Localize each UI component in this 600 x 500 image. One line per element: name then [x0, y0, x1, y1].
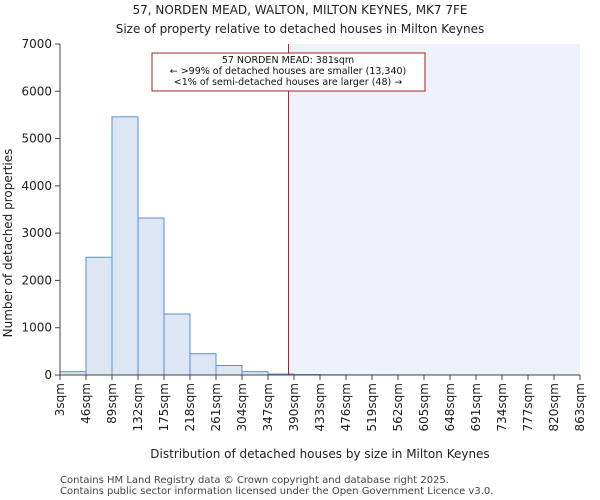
chart-title: 57, NORDEN MEAD, WALTON, MILTON KEYNES, … — [133, 3, 468, 17]
annotation-line-1: 57 NORDEN MEAD: 381sqm — [222, 55, 354, 66]
x-tick-label: 218sqm — [183, 383, 197, 431]
x-tick-label: 132sqm — [131, 383, 145, 431]
x-tick-label: 777sqm — [521, 383, 535, 431]
x-tick-label: 648sqm — [443, 383, 457, 431]
x-tick-label: 261sqm — [209, 383, 223, 431]
x-tick-label: 46sqm — [79, 383, 93, 424]
y-tick-label: 7000 — [21, 37, 52, 51]
x-ticks-group: 3sqm 46sqm 89sqm 132sqm 175sqm 218sqm 261sqm 30… — [53, 375, 587, 431]
y-tick-label: 6000 — [21, 84, 52, 98]
annotation-line-3: <1% of semi-detached houses are larger (… — [174, 77, 402, 88]
x-tick-label: 347sqm — [261, 383, 275, 431]
y-ticks-group: 0 1000 2000 3000 4000 5000 6000 7000 — [21, 37, 60, 382]
bar-132sqm — [137, 217, 165, 376]
x-tick-label: 3sqm — [53, 383, 67, 416]
x-tick-label: 691sqm — [469, 383, 483, 431]
bar-218sqm — [189, 353, 217, 376]
bar-175sqm — [163, 313, 191, 376]
larger-properties-region — [288, 44, 580, 375]
x-axis-label: Distribution of detached houses by size … — [150, 447, 489, 461]
footer-line-1: Contains HM Land Registry data © Crown c… — [60, 475, 449, 486]
annotation-box — [151, 52, 426, 92]
bar-261sqm — [215, 365, 243, 376]
bar-89sqm — [111, 116, 139, 376]
x-tick-label: 304sqm — [235, 383, 249, 431]
x-tick-label: 605sqm — [417, 383, 431, 431]
x-tick-label: 519sqm — [365, 383, 379, 431]
annotation-line-2: ← >99% of detached houses are smaller (1… — [170, 66, 407, 77]
x-tick-label: 820sqm — [547, 383, 561, 431]
x-tick-label: 89sqm — [105, 383, 119, 424]
bars-group — [59, 116, 451, 376]
y-tick-label: 5000 — [21, 132, 52, 146]
x-tick-label: 175sqm — [157, 383, 171, 431]
bar-46sqm — [85, 256, 113, 376]
x-tick-label: 390sqm — [287, 383, 301, 431]
y-tick-label: 4000 — [21, 179, 52, 193]
x-tick-label: 734sqm — [495, 383, 509, 431]
y-tick-label: 2000 — [21, 273, 52, 287]
y-tick-label: 0 — [44, 368, 52, 382]
footer-line-2: Contains public sector information licen… — [60, 486, 493, 497]
x-tick-label: 863sqm — [573, 383, 587, 431]
y-tick-label: 3000 — [21, 226, 52, 240]
x-tick-label: 476sqm — [339, 383, 353, 431]
chart-subtitle: Size of property relative to detached ho… — [116, 22, 485, 36]
y-axis-label: Number of detached properties — [1, 149, 15, 338]
x-tick-label: 433sqm — [313, 383, 327, 431]
x-tick-label: 562sqm — [391, 383, 405, 431]
y-tick-label: 1000 — [21, 321, 52, 335]
